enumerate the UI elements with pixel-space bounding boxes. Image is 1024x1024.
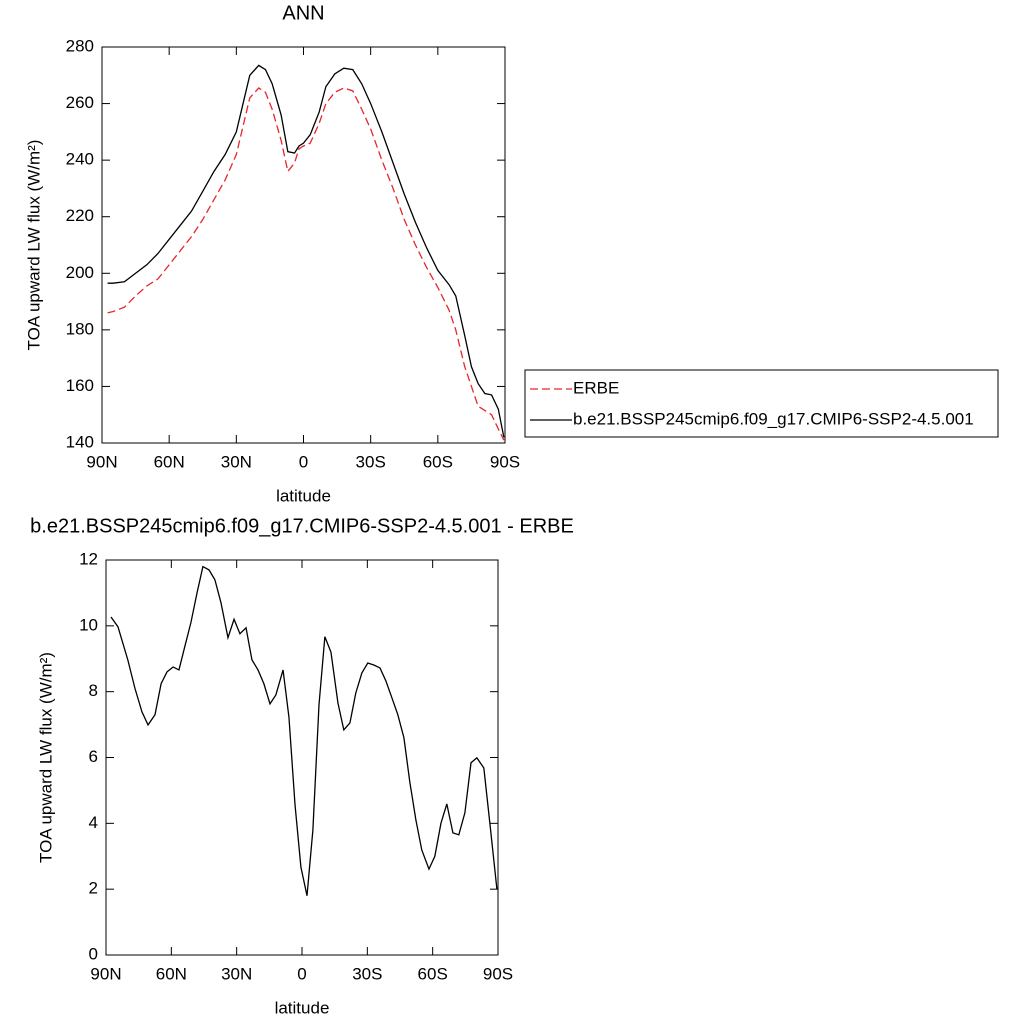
plot-frame — [105, 559, 499, 956]
x-tick-label: 90S — [483, 964, 513, 983]
chart-title: b.e21.BSSP245cmip6.f09_g17.CMIP6-SSP2-4.… — [30, 515, 574, 537]
y-tick-label: 140 — [66, 432, 94, 451]
x-axis-label: latitude — [276, 486, 331, 505]
chart-title: ANN — [282, 2, 324, 24]
y-axis-label: TOA upward LW flux (W/m²) — [24, 140, 43, 351]
legend-label: ERBE — [573, 378, 619, 397]
x-tick-label: 60S — [423, 452, 453, 471]
legend-label: b.e21.BSSP245cmip6.f09_g17.CMIP6-SSP2-4.… — [573, 409, 974, 428]
y-tick-label: 10 — [79, 615, 98, 634]
y-axis-label: TOA upward LW flux (W/m²) — [36, 652, 55, 863]
y-tick-label: 0 — [89, 944, 98, 963]
legend-box — [524, 369, 999, 438]
y-tick-label: 160 — [66, 376, 94, 395]
y-tick-label: 6 — [89, 747, 98, 766]
y-tick-label: 180 — [66, 319, 94, 338]
y-tick-label: 260 — [66, 93, 94, 112]
y-tick-label: 280 — [66, 36, 94, 55]
x-tick-label: 30N — [221, 452, 252, 471]
y-tick-label: 4 — [89, 813, 98, 832]
x-tick-label: 60N — [154, 452, 185, 471]
x-tick-label: 60N — [156, 964, 187, 983]
y-tick-label: 220 — [66, 206, 94, 225]
x-tick-label: 0 — [299, 452, 308, 471]
x-tick-label: 90N — [90, 964, 121, 983]
series-line — [107, 64, 505, 438]
series-line — [110, 565, 498, 896]
plot-frame — [101, 46, 506, 444]
y-tick-label: 200 — [66, 263, 94, 282]
x-tick-label: 30S — [356, 452, 386, 471]
x-axis-label: latitude — [275, 998, 330, 1017]
y-tick-label: 8 — [89, 681, 98, 700]
series-line — [107, 87, 505, 441]
x-tick-label: 60S — [418, 964, 448, 983]
x-tick-label: 90S — [490, 452, 520, 471]
x-tick-label: 0 — [297, 964, 306, 983]
x-tick-label: 30S — [352, 964, 382, 983]
x-tick-label: 30N — [221, 964, 252, 983]
y-tick-label: 240 — [66, 150, 94, 169]
x-tick-label: 90N — [86, 452, 117, 471]
y-tick-label: 12 — [79, 549, 98, 568]
y-tick-label: 2 — [89, 879, 98, 898]
